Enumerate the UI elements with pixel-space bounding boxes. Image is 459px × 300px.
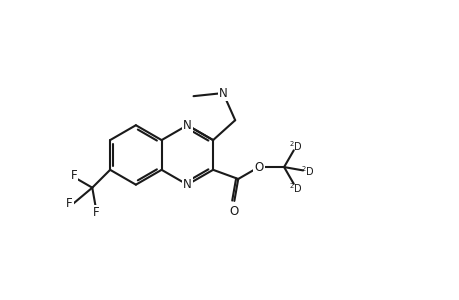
Text: O: O	[229, 205, 239, 218]
Text: F: F	[66, 197, 73, 210]
Text: $^{2}$D: $^{2}$D	[289, 139, 302, 153]
Text: N: N	[183, 178, 191, 191]
Text: O: O	[254, 160, 263, 174]
Text: N: N	[183, 119, 191, 132]
Text: $^{2}$D: $^{2}$D	[289, 181, 302, 195]
Text: $^{2}$D: $^{2}$D	[301, 164, 314, 178]
Text: F: F	[93, 206, 100, 219]
Text: F: F	[70, 169, 77, 182]
Text: N: N	[218, 87, 227, 100]
